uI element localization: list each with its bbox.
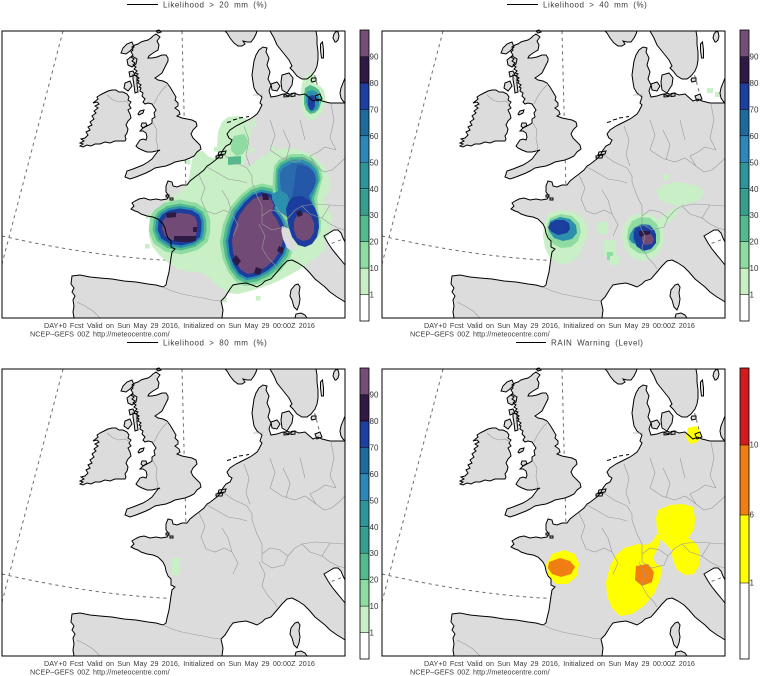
svg-text:DAY+0 Fcst Valid on Sun May 29: DAY+0 Fcst Valid on Sun May 29 2016, Ini…	[424, 659, 695, 668]
svg-text:DAY+0 Fcst Valid on Sun May 29: DAY+0 Fcst Valid on Sun May 29 2016, Ini…	[44, 321, 315, 330]
svg-text:NCEP–GEFS 00Z http://meteocent: NCEP–GEFS 00Z http://meteocentre.com/	[30, 668, 170, 676]
svg-text:Likelihood > 20 mm (%): Likelihood > 20 mm (%)	[163, 0, 267, 9]
svg-text:Likelihood > 40 mm (%): Likelihood > 40 mm (%)	[543, 0, 647, 9]
svg-text:DAY+0 Fcst Valid on Sun May 29: DAY+0 Fcst Valid on Sun May 29 2016, Ini…	[424, 321, 695, 330]
svg-text:RAIN Warning (Level): RAIN Warning (Level)	[551, 338, 644, 347]
svg-text:DAY+0 Fcst Valid on Sun May 29: DAY+0 Fcst Valid on Sun May 29 2016, Ini…	[44, 659, 315, 668]
svg-text:Likelihood > 80 mm (%): Likelihood > 80 mm (%)	[163, 338, 267, 347]
svg-text:NCEP–GEFS 00Z http://meteocent: NCEP–GEFS 00Z http://meteocentre.com/	[410, 330, 550, 339]
svg-text:NCEP–GEFS 00Z http://meteocent: NCEP–GEFS 00Z http://meteocentre.com/	[410, 668, 550, 676]
svg-text:NCEP–GEFS 00Z http://meteocent: NCEP–GEFS 00Z http://meteocentre.com/	[30, 330, 170, 339]
